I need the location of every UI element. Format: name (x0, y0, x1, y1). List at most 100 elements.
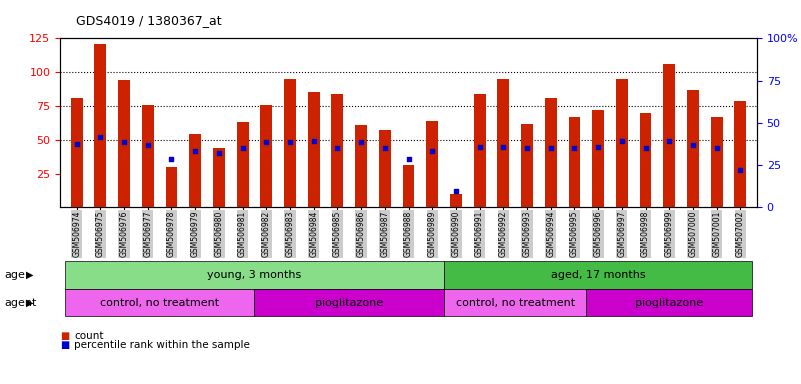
Bar (70, 98, 83, 207)
Text: GSM506989: GSM506989 (428, 211, 437, 257)
Text: GSM506976: GSM506976 (119, 211, 129, 257)
Point (568, 145, 581, 151)
Bar (545, 98, 557, 207)
Text: aged, 17 months: aged, 17 months (551, 270, 646, 280)
Point (639, 145, 652, 151)
Text: percentile rank within the sample: percentile rank within the sample (74, 340, 251, 350)
Point (308, 138, 320, 144)
Text: pioglitazone: pioglitazone (315, 298, 384, 308)
Bar (710, 117, 723, 207)
Text: GSM507001: GSM507001 (712, 211, 721, 257)
Point (592, 144, 605, 150)
Bar (735, 101, 747, 207)
Text: ▶: ▶ (26, 298, 34, 308)
Bar (403, 166, 414, 207)
Point (734, 166, 747, 172)
Text: GSM506996: GSM506996 (594, 211, 602, 257)
Point (260, 139, 272, 146)
Point (663, 138, 676, 144)
Text: GDS4019 / 1380367_at: GDS4019 / 1380367_at (76, 14, 222, 27)
Text: GSM506997: GSM506997 (618, 211, 626, 257)
Text: GSM506978: GSM506978 (167, 211, 176, 257)
Bar (213, 148, 225, 207)
Point (497, 144, 509, 150)
Text: GSM506979: GSM506979 (191, 211, 199, 257)
Bar (616, 79, 628, 207)
Bar (497, 79, 509, 207)
Text: GSM506977: GSM506977 (143, 211, 152, 257)
Text: GSM506991: GSM506991 (475, 211, 484, 257)
Text: GSM506988: GSM506988 (404, 211, 413, 257)
Bar (260, 104, 272, 207)
Point (521, 145, 533, 151)
Point (94, 134, 107, 140)
Point (284, 139, 296, 146)
Text: GSM506974: GSM506974 (72, 211, 81, 257)
Text: GSM506998: GSM506998 (641, 211, 650, 257)
Text: count: count (74, 331, 104, 341)
Bar (189, 134, 201, 207)
Text: GSM507000: GSM507000 (688, 211, 698, 257)
Bar (284, 79, 296, 207)
Text: GSM506975: GSM506975 (96, 211, 105, 257)
Text: GSM506985: GSM506985 (333, 211, 342, 257)
Bar (687, 90, 698, 207)
Text: pioglitazone: pioglitazone (635, 298, 703, 308)
Text: GSM506993: GSM506993 (522, 211, 532, 257)
Bar (473, 94, 485, 207)
Text: GSM506982: GSM506982 (262, 211, 271, 257)
Point (118, 139, 131, 146)
Bar (569, 117, 581, 207)
Text: GSM506990: GSM506990 (452, 211, 461, 257)
Point (331, 145, 344, 151)
Text: GSM506994: GSM506994 (546, 211, 555, 257)
Bar (142, 104, 154, 207)
Bar (308, 93, 320, 207)
Text: age: age (4, 270, 25, 280)
Bar (166, 167, 177, 207)
Text: GSM506980: GSM506980 (215, 211, 223, 257)
Text: GSM507002: GSM507002 (736, 211, 745, 257)
Bar (592, 110, 604, 207)
Text: ▶: ▶ (26, 270, 34, 280)
Text: control, no treatment: control, no treatment (100, 298, 219, 308)
Bar (355, 125, 367, 207)
Text: GSM506999: GSM506999 (665, 211, 674, 257)
Point (426, 147, 439, 154)
Point (710, 145, 723, 151)
Bar (118, 80, 130, 207)
Text: GSM506981: GSM506981 (238, 211, 247, 257)
Text: GSM506987: GSM506987 (380, 211, 389, 257)
Point (449, 188, 462, 194)
Text: ■: ■ (60, 340, 70, 350)
Bar (236, 122, 248, 207)
Point (355, 139, 368, 146)
Bar (640, 113, 651, 207)
Point (686, 142, 699, 148)
Text: control, no treatment: control, no treatment (456, 298, 575, 308)
Text: GSM506995: GSM506995 (570, 211, 579, 257)
Point (165, 156, 178, 162)
Point (70, 141, 83, 147)
Bar (521, 124, 533, 207)
Bar (332, 94, 344, 207)
Text: GSM506992: GSM506992 (499, 211, 508, 257)
Point (189, 147, 202, 154)
Bar (450, 194, 462, 207)
Text: GSM506983: GSM506983 (285, 211, 295, 257)
Bar (663, 64, 675, 207)
Point (141, 142, 154, 148)
Point (615, 138, 628, 144)
Point (545, 145, 557, 151)
Bar (426, 121, 438, 207)
Text: young, 3 months: young, 3 months (207, 270, 301, 280)
Text: GSM506984: GSM506984 (309, 211, 318, 257)
Text: agent: agent (4, 298, 36, 308)
Bar (95, 44, 107, 207)
Point (236, 145, 249, 151)
Point (378, 145, 391, 151)
Point (212, 150, 225, 156)
Point (402, 156, 415, 162)
Bar (379, 130, 391, 207)
Text: GSM506986: GSM506986 (356, 211, 365, 257)
